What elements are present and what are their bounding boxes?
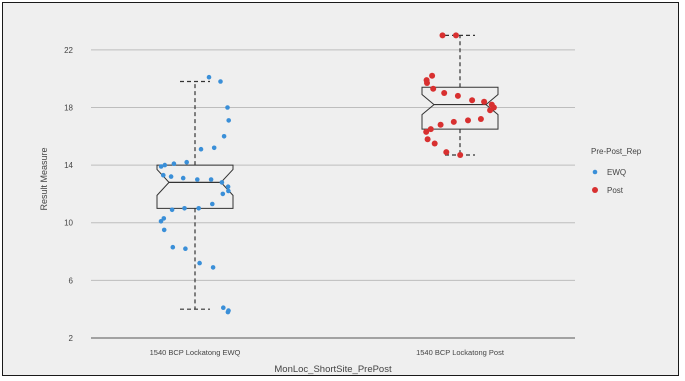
data-point-ewq — [180, 175, 186, 181]
x-tick-labels: 1540 BCP Lockatong EWQ 1540 BCP Lockatong… — [150, 348, 505, 357]
data-point-ewq — [210, 201, 215, 207]
x-tick-label: 1540 BCP Lockatong Post — [416, 348, 505, 357]
data-point-ewq — [158, 219, 164, 224]
boxes — [156, 34, 499, 310]
data-point-ewq — [225, 105, 230, 110]
data-point-ewq — [226, 188, 231, 194]
data-point-post — [450, 118, 457, 125]
data-point-ewq — [170, 244, 176, 250]
data-point-post — [454, 92, 461, 99]
chart-frame: 2 6 10 14 18 22 1540 BCP Lockatong EWQ 1540 BC… — [2, 2, 679, 376]
data-point-ewq — [195, 177, 200, 182]
data-point-ewq — [220, 191, 226, 197]
data-point-ewq — [198, 146, 204, 152]
notched-box — [421, 86, 499, 130]
data-point-post — [431, 140, 438, 147]
data-point-ewq — [210, 265, 216, 270]
data-point-post — [465, 117, 471, 124]
data-point-post — [437, 121, 444, 128]
legend-label: Post — [607, 186, 624, 195]
data-point-post — [469, 97, 476, 104]
data-point-post — [424, 80, 430, 86]
data-point-ewq — [168, 174, 174, 179]
data-point-post — [487, 107, 494, 114]
data-point-post — [457, 152, 464, 158]
data-point-post — [430, 85, 437, 92]
data-point-post — [481, 98, 488, 105]
data-point-ewq — [184, 159, 189, 165]
y-tick-label: 14 — [64, 161, 73, 170]
data-point-ewq — [208, 177, 214, 182]
box-ewq — [156, 80, 234, 310]
data-point-post — [441, 90, 448, 96]
legend: Pre-Post_Rep EWQ Post — [591, 147, 642, 195]
notched-box — [156, 164, 234, 209]
y-tick-labels: 2 6 10 14 18 22 — [64, 46, 73, 343]
data-point-ewq — [169, 207, 175, 213]
legend-marker — [592, 169, 598, 175]
data-point-ewq — [197, 260, 202, 266]
x-tick-label: 1540 BCP Lockatong EWQ — [150, 348, 241, 357]
data-point-post — [443, 149, 450, 156]
legend-label: EWQ — [607, 168, 626, 177]
data-point-ewq — [225, 309, 231, 315]
y-tick-label: 22 — [64, 46, 73, 55]
plot-area — [91, 21, 575, 338]
data-point-post — [427, 126, 434, 133]
data-point-ewq — [196, 206, 201, 211]
y-tick-label: 6 — [69, 276, 74, 285]
data-point-ewq — [219, 180, 225, 185]
data-point-post — [477, 116, 484, 122]
data-point-post — [423, 128, 430, 135]
box-post — [421, 34, 499, 156]
data-point-post — [453, 32, 459, 39]
data-point-ewq — [221, 305, 226, 311]
data-point-post — [429, 72, 436, 79]
data-point-ewq — [206, 74, 212, 80]
data-point-ewq — [225, 184, 231, 189]
data-point-ewq — [171, 161, 177, 166]
data-point-ewq — [162, 162, 168, 168]
data-point-ewq — [158, 164, 164, 169]
data-point-ewq — [218, 79, 223, 84]
legend-title: Pre-Post_Rep — [591, 147, 642, 156]
data-point-ewq — [161, 216, 167, 221]
data-point-ewq — [161, 227, 167, 233]
data-point-ewq — [226, 118, 231, 123]
x-axis-title: MonLoc_ShortSite_PrePost — [274, 364, 392, 375]
data-point-ewq — [182, 206, 187, 211]
data-point-ewq — [211, 145, 217, 151]
y-tick-label: 2 — [69, 334, 74, 343]
data-point-ewq — [161, 172, 166, 178]
data-point-ewq — [221, 134, 227, 139]
data-points — [158, 32, 497, 315]
y-tick-label: 18 — [64, 103, 73, 112]
y-axis-title: Result Measure — [39, 147, 49, 210]
y-tick-label: 10 — [64, 219, 73, 228]
data-point-post — [439, 32, 446, 39]
data-point-post — [424, 136, 431, 143]
legend-marker — [592, 187, 598, 193]
data-point-ewq — [183, 246, 188, 251]
